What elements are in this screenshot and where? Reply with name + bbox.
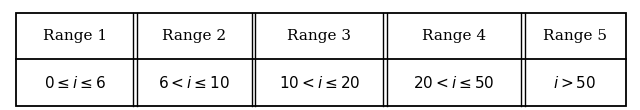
Text: Range 2: Range 2	[162, 29, 226, 43]
Text: $10 < i \leq 20$: $10 < i \leq 20$	[278, 74, 360, 91]
Text: Range 4: Range 4	[422, 29, 486, 43]
Text: Range 5: Range 5	[543, 29, 607, 43]
Text: $i > 50$: $i > 50$	[553, 74, 596, 91]
Text: Range 1: Range 1	[44, 29, 108, 43]
Text: $6 < i \leq 10$: $6 < i \leq 10$	[158, 74, 230, 91]
Text: Range 3: Range 3	[287, 29, 351, 43]
Text: $0 \leq i \leq 6$: $0 \leq i \leq 6$	[44, 74, 106, 91]
Text: $20 < i \leq 50$: $20 < i \leq 50$	[413, 74, 495, 91]
